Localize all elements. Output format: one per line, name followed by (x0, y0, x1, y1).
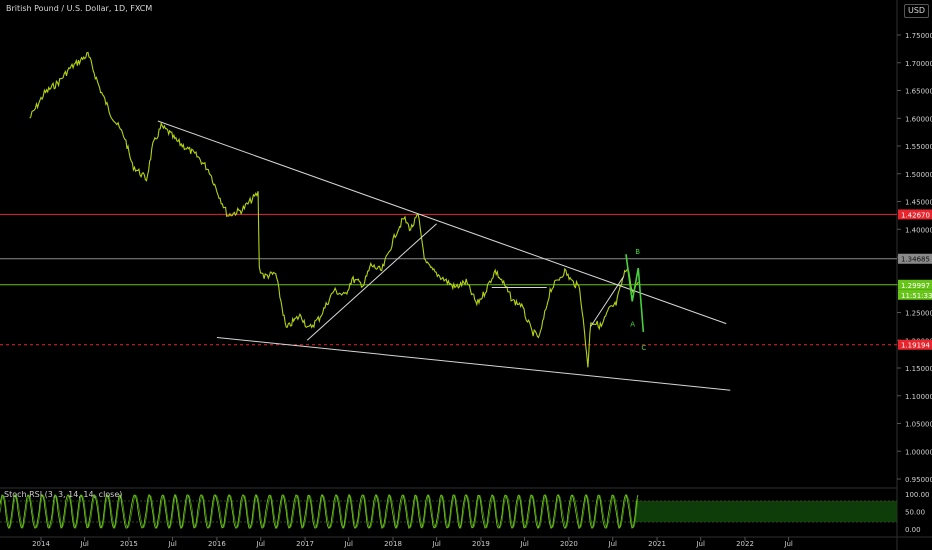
countdown-label: 11:51:33 (901, 292, 932, 300)
price-tick-label: 1.15000 (905, 365, 932, 373)
trendline[interactable] (590, 276, 624, 327)
price-level-label: 1.19194 (901, 342, 930, 350)
wave-label-b: B (635, 248, 640, 256)
time-tick-label: Jul (695, 540, 705, 548)
time-tick-label: 2018 (384, 540, 402, 548)
price-tick-label: 1.40000 (905, 226, 932, 234)
stoch-band (634, 501, 897, 522)
price-tick-label: 1.45000 (905, 199, 932, 207)
time-tick-label: Jul (783, 540, 793, 548)
wave-label-a: A (630, 320, 635, 328)
currency-button[interactable]: USD (904, 4, 930, 18)
price-level-label: 1.42670 (901, 211, 930, 219)
price-tick-label: 1.60000 (905, 115, 932, 123)
stoch-tick-label: 100.00 (905, 491, 930, 499)
time-tick-label: 2020 (560, 540, 578, 548)
time-tick-label: 2022 (736, 540, 754, 548)
time-tick-label: Jul (519, 540, 529, 548)
time-tick-label: 2019 (472, 540, 490, 548)
price-tick-label: 1.25000 (905, 310, 932, 318)
price-level-label: 1.34685 (901, 256, 930, 264)
time-tick-label: 2014 (32, 540, 50, 548)
wave-path[interactable] (625, 254, 645, 332)
time-tick-label: 2021 (648, 540, 666, 548)
price-tick-label: 1.70000 (905, 60, 932, 68)
price-level-tag (898, 339, 932, 350)
time-tick-label: Jul (343, 540, 353, 548)
stoch-k-line[interactable] (0, 493, 639, 530)
price-tick-label: 1.05000 (905, 421, 932, 429)
price-tick-label: 1.55000 (905, 143, 932, 151)
time-tick-label: Jul (608, 540, 618, 548)
trendline[interactable] (216, 336, 731, 391)
indicator-label[interactable]: Stoch RSI (3, 3, 14, 14, close) (4, 490, 123, 499)
stoch-tick-label: 0.00 (905, 526, 921, 534)
time-tick-label: 2015 (120, 540, 138, 548)
time-tick-label: Jul (167, 540, 177, 548)
price-level-label: 1.29997 (901, 282, 930, 290)
time-tick-label: 2016 (208, 540, 226, 548)
price-level-tag (898, 279, 932, 290)
chart-title: British Pound / U.S. Dollar, 1D, FXCM (6, 4, 153, 13)
price-tick-label: 1.65000 (905, 88, 932, 96)
price-tick-label: 1.10000 (905, 393, 932, 401)
price-tick-label: 0.95000 (905, 476, 932, 484)
price-tick-label: 1.00000 (905, 448, 932, 456)
trendline[interactable] (306, 223, 437, 341)
time-tick-label: Jul (256, 540, 266, 548)
price-series-line[interactable] (29, 51, 639, 368)
time-tick-label: Jul (79, 540, 89, 548)
price-level-tag (898, 209, 932, 220)
price-tick-label: 1.50000 (905, 171, 932, 179)
wave-label-c: C (641, 344, 646, 352)
price-tick-label: 1.75000 (905, 32, 932, 40)
stoch-tick-label: 50.00 (905, 509, 925, 517)
stoch-d-line[interactable] (0, 494, 639, 529)
time-tick-label: 2017 (296, 540, 314, 548)
time-tick-label: Jul (431, 540, 441, 548)
price-level-tag (898, 253, 932, 264)
countdown-tag (898, 289, 932, 300)
